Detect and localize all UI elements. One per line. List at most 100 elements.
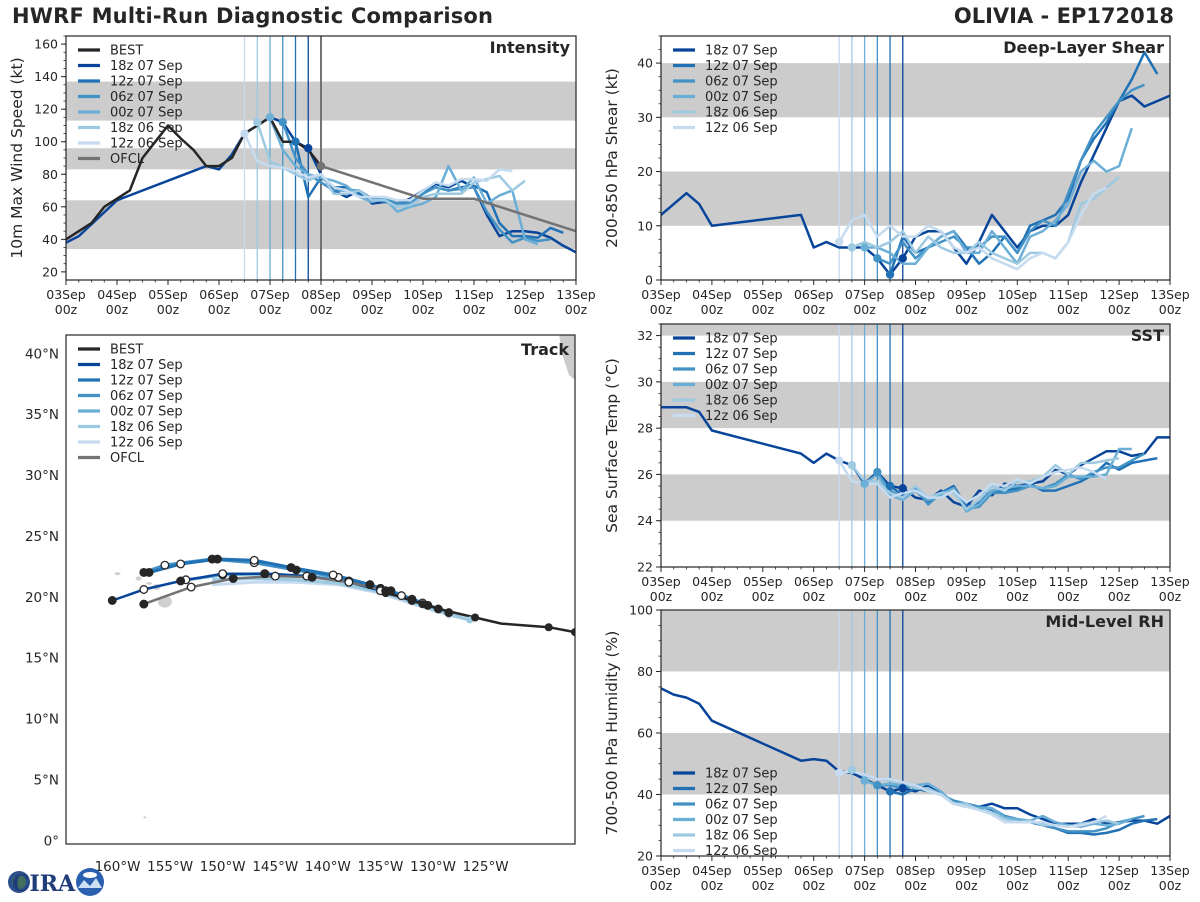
sst-xtick-label: 00z	[904, 589, 927, 604]
rh-xtick-label: 08Sep	[896, 863, 936, 878]
rh-xtick-label: 12Sep	[1099, 863, 1139, 878]
track-lat-label: 40°N	[25, 346, 59, 362]
series-line-best	[66, 116, 322, 241]
rh-xtick-label: 07Sep	[845, 863, 885, 878]
sst-xtick-label: 00z	[1159, 589, 1182, 604]
legend-label: 12z 06 Sep	[110, 137, 183, 152]
legend-label: 06z 07 Sep	[705, 798, 778, 813]
legend-label: 12z 07 Sep	[110, 374, 183, 389]
track-title: Track	[521, 340, 569, 359]
rh-xtick-label: 00z	[1057, 878, 1080, 893]
intensity-xtick-label: 12Sep	[505, 287, 545, 302]
shear-xtick-label: 10Sep	[998, 287, 1038, 302]
intensity-xtick-label: 09Sep	[352, 287, 392, 302]
series-line-18z-07-sep	[661, 406, 1170, 509]
sst-ytick-label: 30	[637, 374, 653, 389]
intensity-xtick-label: 00z	[259, 302, 282, 317]
rh-xtick-label: 09Sep	[947, 863, 987, 878]
init-marker-18z-06-sep	[253, 118, 262, 127]
track-line-18z-06-sep	[212, 576, 471, 622]
rh-ytick-label: 20	[637, 849, 653, 864]
shear-xtick-label: 00z	[853, 302, 876, 317]
rh-xtick-label: 00z	[701, 878, 724, 893]
rh-xtick-label: 00z	[853, 878, 876, 893]
series-line-18z-06-sep	[851, 176, 1120, 265]
track-point-open	[186, 582, 196, 592]
track-point-open	[139, 585, 149, 594]
sst-xtick-label: 05Sep	[743, 574, 783, 589]
track-point-best	[418, 600, 427, 609]
shear-ytick-label: 40	[637, 56, 653, 71]
shear-xtick-label: 13Sep	[1150, 287, 1190, 302]
intensity-xtick-label: 07Sep	[250, 287, 290, 302]
rh-xtick-label: 00z	[1108, 878, 1131, 893]
track-point-filled	[433, 604, 443, 614]
track-point-filled	[212, 554, 222, 564]
track-point-filled	[107, 596, 117, 605]
sst-xtick-label: 09Sep	[947, 574, 987, 589]
intensity-title: Intensity	[490, 38, 571, 57]
track-lon-label: 145°W	[252, 859, 298, 875]
init-marker-12z-07-sep	[885, 270, 895, 279]
init-marker-00z-07-sep	[265, 113, 275, 122]
shear-xtick-label: 07Sep	[845, 287, 885, 302]
legend-label: 06z 07 Sep	[705, 363, 778, 378]
shear-xtick-label: 08Sep	[896, 287, 936, 302]
legend-label: 18z 06 Sep	[110, 121, 183, 136]
init-marker-06z-07-sep	[873, 254, 882, 263]
intensity-xtick-label: 00z	[412, 302, 435, 317]
main-title: HWRF Multi-Run Diagnostic Comparison	[12, 4, 494, 28]
intensity-xtick-label: 00z	[565, 302, 588, 317]
land-atoll	[143, 816, 147, 819]
shear-xtick-label: 00z	[802, 302, 825, 317]
init-marker-12z-07-sep	[885, 787, 895, 796]
series-line-06z-07-sep	[876, 83, 1145, 265]
track-point-open	[218, 569, 228, 579]
legend-label: 12z 07 Sep	[705, 59, 778, 74]
intensity-ytick-label: 80	[42, 167, 58, 182]
sst-xtick-label: 12Sep	[1099, 574, 1139, 589]
legend-label: 12z 06 Sep	[705, 121, 778, 136]
init-marker-18z-07-sep	[304, 144, 313, 153]
shear-xtick-label: 00z	[1108, 302, 1131, 317]
init-marker-18z-07-sep	[898, 254, 907, 263]
rh-xtick-label: 03Sep	[641, 863, 681, 878]
sst-xtick-label: 11Sep	[1048, 574, 1088, 589]
track-point-filled	[444, 608, 454, 618]
shear-ylabel: 200-850 hPa Shear (kt)	[603, 68, 621, 248]
legend-label: 06z 07 Sep	[110, 389, 183, 404]
init-marker-18z-06-sep	[847, 243, 857, 252]
track-map-group	[107, 335, 575, 819]
legend-label: 00z 07 Sep	[705, 378, 778, 393]
sst-series-group	[661, 406, 1170, 513]
legend-label: 18z 07 Sep	[705, 767, 778, 782]
legend-label: 18z 07 Sep	[110, 358, 183, 373]
legend-label: 18z 06 Sep	[705, 106, 778, 121]
intensity-xtick-label: 04Sep	[97, 287, 137, 302]
rh-xtick-label: 00z	[650, 878, 673, 893]
shear-ytick-label: 30	[637, 110, 653, 125]
legend-label: 12z 06 Sep	[705, 844, 778, 859]
track-lat-label: 20°N	[25, 590, 59, 606]
rh-xtick-label: 00z	[802, 878, 825, 893]
intensity-xtick-label: 00z	[310, 302, 333, 317]
rh-ytick-label: 60	[637, 726, 653, 741]
sst-xtick-label: 00z	[853, 589, 876, 604]
intensity-ylabel: 10m Max Wind Speed (kt)	[8, 57, 26, 258]
shear-xtick-label: 09Sep	[947, 287, 987, 302]
sst-xtick-label: 00z	[650, 589, 673, 604]
rh-xtick-label: 00z	[955, 878, 978, 893]
shear-ytick-label: 0	[645, 273, 653, 288]
land-hawaii	[135, 576, 142, 581]
rh-xtick-label: 00z	[904, 878, 927, 893]
init-marker-00z-07-sep	[860, 776, 869, 785]
logo-text: CIRA	[12, 871, 76, 897]
intensity-xtick-label: 10Sep	[403, 287, 443, 302]
shear-xtick-label: 00z	[752, 302, 775, 317]
land-baja	[559, 335, 575, 380]
legend-label: OFCL	[110, 152, 145, 167]
sst-title: SST	[1131, 326, 1164, 345]
intensity-ytick-label: 40	[42, 232, 58, 247]
intensity-ytick-label: 120	[34, 102, 58, 117]
